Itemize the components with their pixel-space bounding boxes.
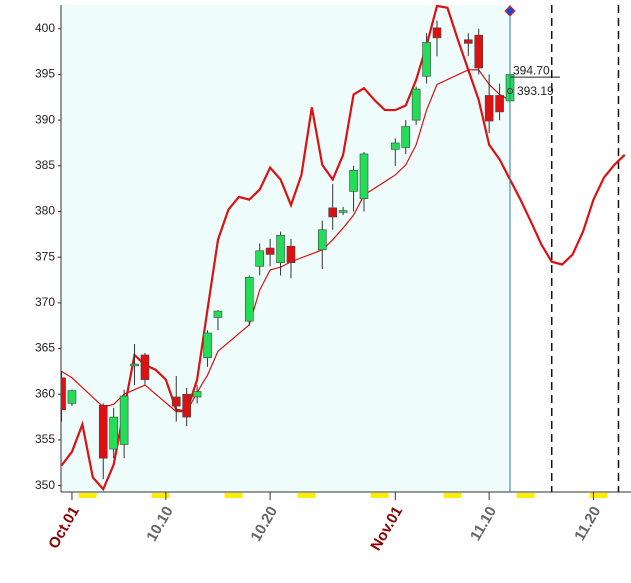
candle-body — [390, 142, 400, 150]
y-tick-label: 400 — [35, 21, 55, 35]
y-tick-label: 385 — [35, 158, 55, 172]
y-tick-label: 350 — [35, 478, 55, 492]
candle-body — [422, 42, 431, 77]
weekend-mark — [589, 493, 608, 498]
candle-body — [317, 229, 327, 251]
y-tick-label: 370 — [35, 295, 55, 309]
candle-body — [286, 245, 296, 263]
candle-body — [411, 88, 421, 121]
weekend-mark — [297, 493, 316, 498]
candle-body — [140, 354, 150, 380]
weekend-mark — [443, 493, 462, 498]
candle-body — [432, 27, 442, 39]
candle-body — [338, 210, 348, 213]
plot-area — [61, 5, 626, 492]
price-label: 393.19 — [517, 84, 554, 98]
line-series — [61, 5, 626, 492]
candle-body — [203, 332, 212, 358]
cursor-marker — [504, 5, 516, 17]
line-series — [61, 69, 511, 413]
y-tick-label: 390 — [35, 112, 55, 126]
x-tick-label: 11.20 — [571, 503, 604, 543]
y-tick-label: 395 — [35, 67, 55, 81]
x-tick-label: 10.20 — [248, 503, 281, 544]
candle-body — [401, 126, 411, 148]
weekend-mark — [224, 493, 243, 498]
candle-body — [495, 95, 504, 113]
candle-body — [67, 390, 77, 404]
candle-body — [265, 247, 275, 255]
candle-body — [349, 170, 358, 192]
candle-body — [276, 234, 285, 263]
candle-body — [182, 393, 191, 418]
candle-body — [328, 207, 338, 218]
candle-body — [244, 276, 254, 322]
y-tick-label: 355 — [35, 432, 55, 446]
candle-body — [359, 153, 369, 200]
candle-body — [213, 310, 223, 318]
weekend-mark — [151, 493, 170, 498]
y-tick-label: 365 — [35, 341, 55, 355]
candle-body — [463, 39, 473, 44]
weekend-mark — [370, 493, 389, 498]
x-tick-label: Oct.01 — [45, 503, 83, 551]
candle-body — [130, 363, 139, 367]
candle-body — [171, 396, 181, 407]
x-tick-label: Nov.01 — [367, 503, 406, 553]
y-tick-label: 360 — [35, 386, 55, 400]
y-tick-label: 380 — [35, 204, 55, 218]
price-label: 394.70 — [513, 63, 550, 77]
candle-body — [109, 416, 118, 450]
candle-body — [61, 377, 66, 411]
candle-body — [98, 404, 108, 459]
candle-body — [255, 250, 264, 267]
plot-background — [61, 5, 511, 492]
candle-body — [484, 95, 494, 122]
x-tick-label: 10.10 — [143, 503, 176, 544]
candle-body — [474, 34, 484, 69]
candle-body — [192, 391, 202, 398]
weekend-mark — [516, 493, 535, 498]
y-tick-label: 375 — [35, 249, 55, 263]
weekend-mark — [78, 493, 97, 498]
candle-body — [119, 395, 129, 445]
price-marker — [507, 87, 514, 94]
x-tick-label: 11.10 — [467, 503, 500, 543]
